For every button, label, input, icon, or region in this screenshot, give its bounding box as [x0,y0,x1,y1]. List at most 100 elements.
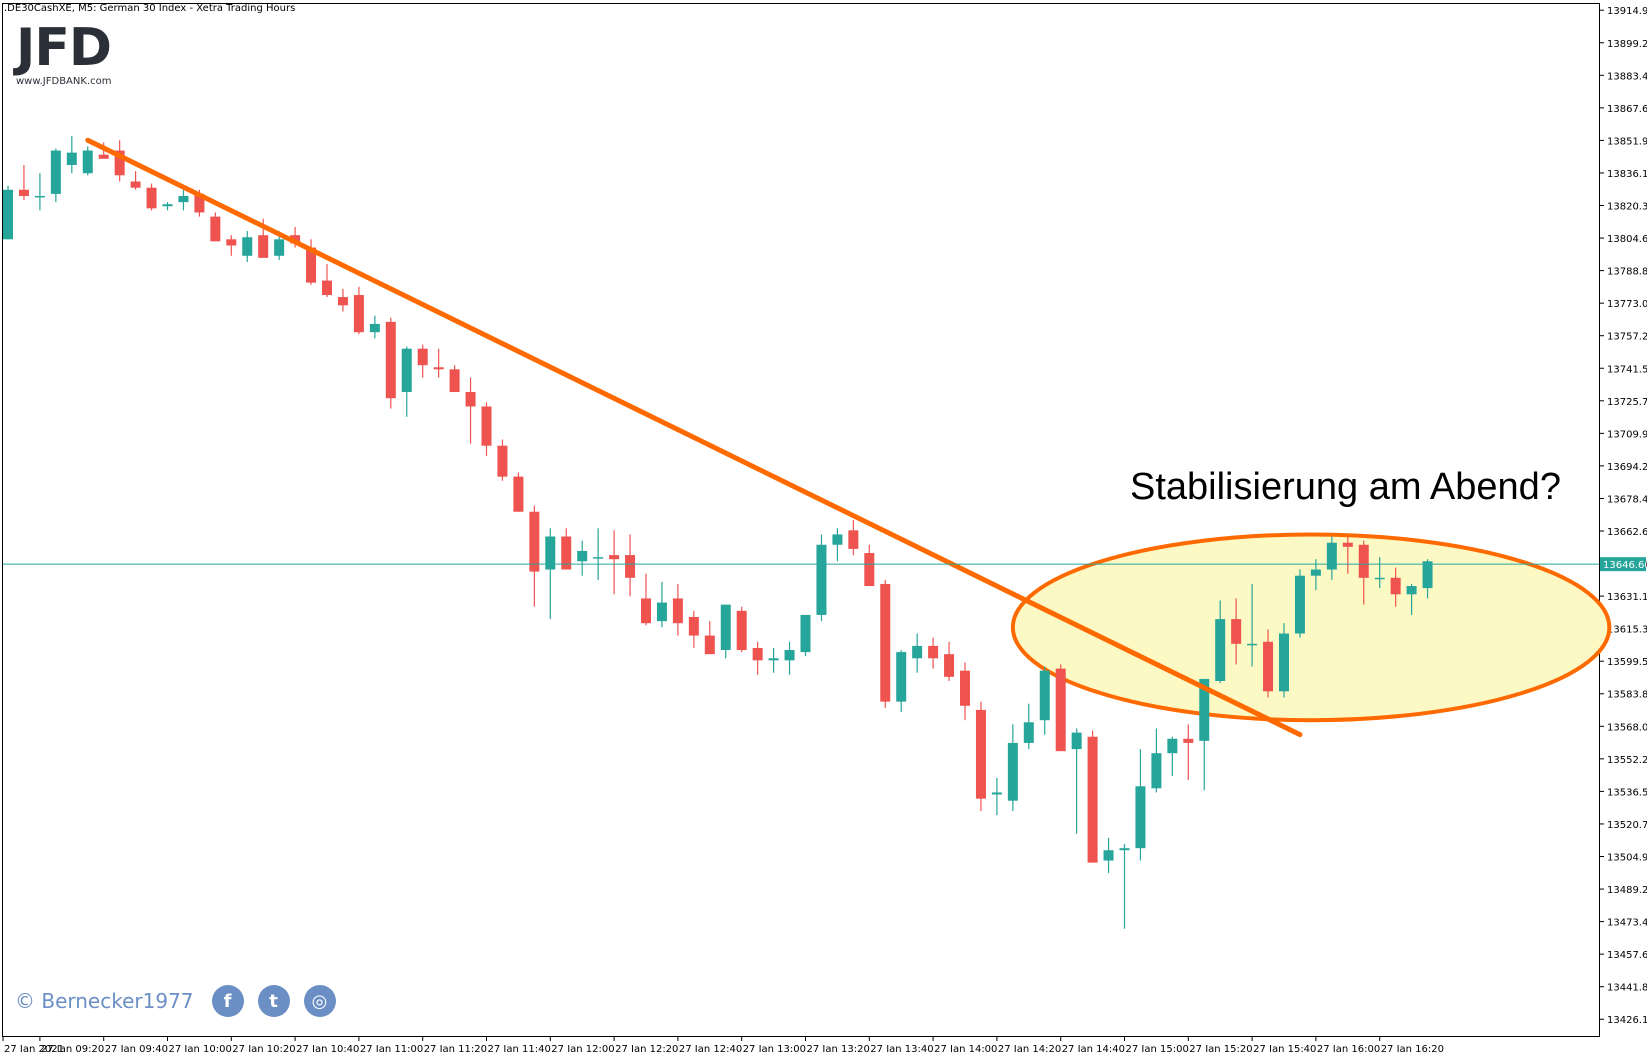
candle-body [880,583,891,702]
candle [401,346,412,417]
y-tick-label: 13536.51 [1607,787,1647,798]
y-tick-label: 13662.67 [1607,527,1647,538]
candle-body [672,598,683,624]
y-tick-label: 13725.75 [1607,397,1647,408]
candle [1167,736,1178,776]
x-tick-label: 27 Jan 15:00 [1126,1044,1189,1052]
candle [960,662,970,721]
candle-body [465,392,476,407]
y-tick-label: 13489.20 [1607,885,1647,896]
candle-body [1007,742,1018,801]
x-tick-label: 27 Jan 13:40 [870,1044,933,1052]
y-tick-label: 13520.74 [1607,820,1647,831]
y-tick-label: 13615.36 [1607,625,1647,636]
candle-body [322,280,332,296]
candle-body [1326,542,1337,570]
x-tick-label: 27 Jan 11:20 [424,1044,487,1052]
candle [784,641,795,675]
candle [66,136,77,174]
candle-body [960,670,970,706]
x-tick-label: 27 Jan 2021 [4,1044,64,1052]
candles-layer [3,136,1433,929]
candle-body [609,555,620,560]
candle-body [1231,619,1242,644]
candle [226,235,237,256]
candle [848,520,859,556]
candle [337,288,348,312]
y-tick-label: 13599.59 [1607,657,1647,668]
candle-body [130,181,141,188]
jfd-logo: JFD www.JFDBANK.com [16,22,112,87]
plot-area-border [2,3,1600,1037]
candle [944,641,955,681]
candle-body [146,187,157,209]
y-tick-label: 13867.68 [1607,104,1647,115]
candle [1215,600,1226,684]
candle-body [1390,577,1401,595]
y-tick-label: 13836.14 [1607,169,1647,180]
x-tick-label: 27 Jan 14:40 [1062,1044,1125,1052]
candle-body [34,195,45,198]
x-tick-label: 27 Jan 14:20 [998,1044,1061,1052]
y-tick-label: 13709.98 [1607,429,1647,440]
candle-body [417,348,428,366]
candle-body [800,614,811,653]
candle [1422,559,1433,599]
candle [210,212,221,242]
candle [593,528,604,580]
candle [114,140,125,182]
candle [1406,583,1417,615]
candle [1263,629,1274,698]
candle-body [1406,586,1417,595]
trendline [85,137,1303,738]
candle-body [353,295,364,333]
candle-body [385,321,396,399]
candle [433,348,444,378]
facebook-icon[interactable]: f [211,985,244,1017]
candle-body [98,154,109,159]
x-tick-label: 27 Jan 16:00 [1317,1044,1380,1052]
candle-body [337,297,348,306]
y-tick-label: 13694.21 [1607,462,1647,473]
x-tick-label: 27 Jan 12:20 [615,1044,678,1052]
current-price-tag [1600,557,1646,572]
candle-body [306,247,317,283]
candle [50,148,61,203]
candle-body [1167,738,1178,754]
candle [18,164,29,201]
candle [609,530,620,595]
candle-body [832,534,843,545]
candle-body [736,610,747,651]
candle [1358,540,1369,605]
candle-body [1199,678,1210,741]
candle [928,637,939,669]
y-tick-label: 13788.83 [1607,267,1647,278]
candle [513,472,524,512]
candle-body [944,654,955,677]
candle [1199,678,1210,791]
candle [1374,557,1385,589]
y-tick-label: 13473.43 [1607,918,1647,929]
candle-body [1055,668,1066,752]
y-tick-label: 13568.05 [1607,722,1647,733]
instagram-icon[interactable]: ◎ [303,985,336,1017]
current-price-label: 13646.60 [1603,560,1647,571]
y-tick-label: 13631.13 [1607,592,1647,603]
x-tick-label: 27 Jan 10:00 [169,1044,232,1052]
candle-body [752,647,763,661]
candle-body [1358,544,1369,578]
candle [816,534,827,622]
candle [1007,724,1018,812]
candle-body [1039,670,1050,721]
candle-body [912,645,923,659]
x-tick-label: 27 Jan 15:20 [1189,1044,1252,1052]
candle [1231,598,1242,665]
candle-body [226,239,237,246]
candle-body [1279,633,1289,692]
candle-body [1071,732,1082,750]
candle-body [577,550,588,562]
twitter-icon[interactable]: t [257,985,290,1017]
y-tick-label: 13583.82 [1607,690,1647,701]
candle-body [210,216,221,242]
